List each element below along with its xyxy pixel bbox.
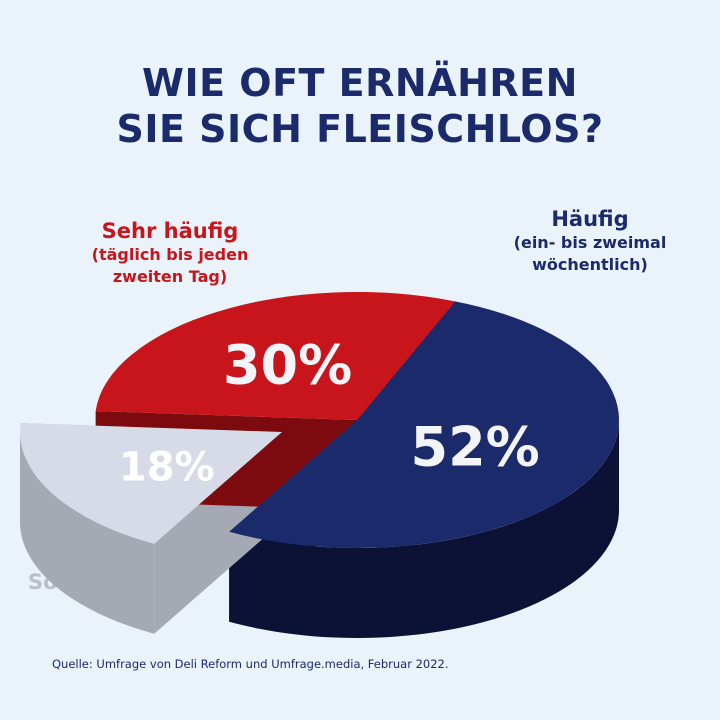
pie-tops [19, 292, 620, 548]
pie-side-sonstige [20, 432, 155, 634]
label-haeufig-sub1: (ein- bis zweimal [513, 233, 667, 252]
value-label-sehr-h-ufig: 30% [223, 334, 352, 397]
legend-label-haeufig: Häufig (ein- bis zweimal wöchentlich) [490, 206, 690, 276]
pie-slice-sehr-h-ufig [95, 292, 456, 420]
value-label-h-ufig: 52% [411, 416, 540, 479]
pie-slice-sonstige [19, 423, 283, 544]
title-line-2: SIE SICH FLEISCHLOS? [116, 107, 604, 151]
source-note: Quelle: Umfrage von Deli Reform und Umfr… [52, 657, 449, 671]
label-sehr-haeufig-sub2: zweiten Tag) [112, 267, 228, 286]
value-label-sonstige: 18% [119, 444, 215, 490]
legend-label-sehr-haeufig: Sehr häufig (täglich bis jeden zweiten T… [70, 218, 270, 288]
label-haeufig-sub2: wöchentlich) [532, 255, 648, 274]
chart-title: WIE OFT ERNÄHREN SIE SICH FLEISCHLOS? [0, 60, 720, 152]
pie-side-h-ufig [229, 420, 619, 638]
label-sehr-haeufig-title: Sehr häufig [101, 219, 239, 243]
label-sehr-haeufig-sub1: (täglich bis jeden [91, 245, 249, 264]
pie-labels: 52% 18% 30% [119, 334, 540, 491]
label-haeufig-title: Häufig [551, 207, 629, 231]
pie-slice-h-ufig [229, 301, 620, 548]
title-line-1: WIE OFT ERNÄHREN [142, 61, 578, 105]
